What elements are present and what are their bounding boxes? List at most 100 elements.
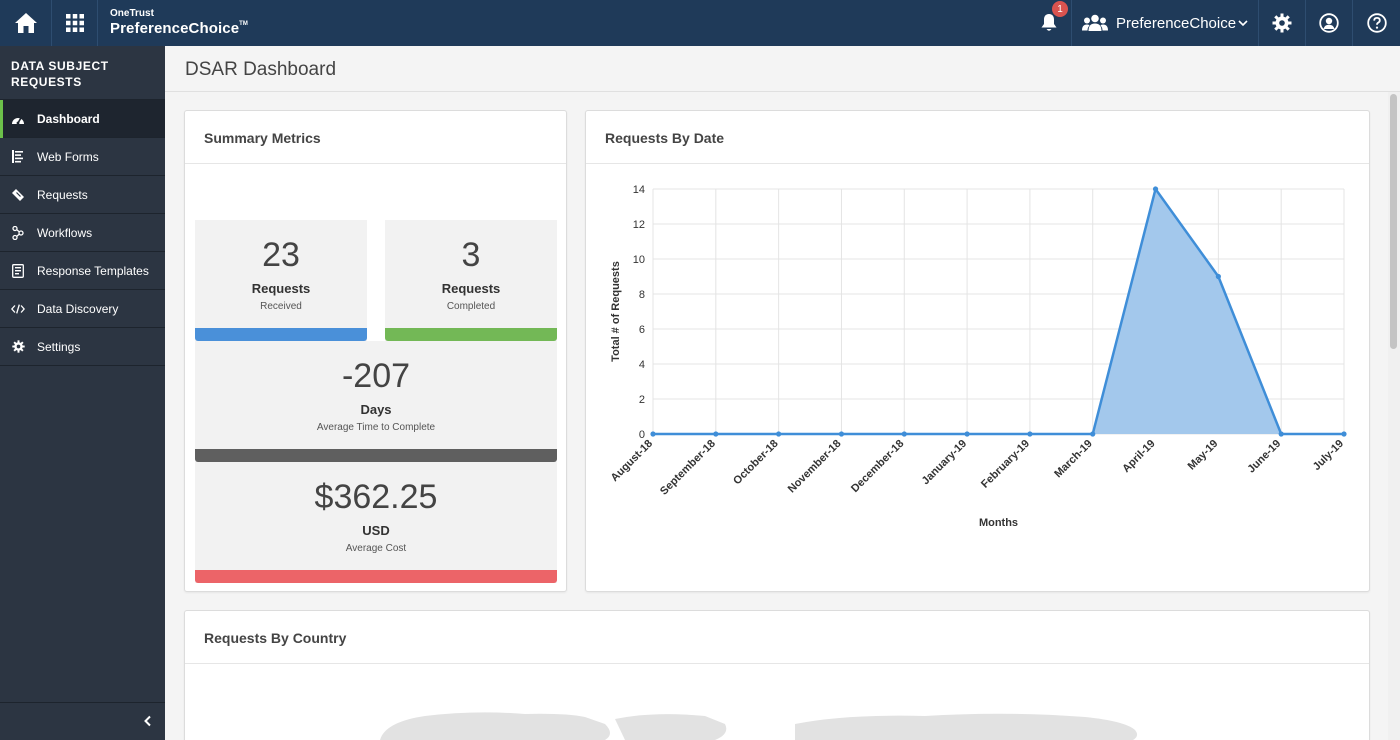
brand-logo[interactable]: OneTrust PreferenceChoiceTM (110, 8, 248, 37)
requests-by-date-card: Requests By Date 0 2 4 6 8 10 12 14 August-18 Sep… (585, 110, 1370, 592)
metric-label: Requests (251, 281, 311, 296)
x-tick-label: April-19 (1120, 438, 1157, 475)
data-point (838, 431, 845, 437)
map-landmass (795, 713, 1138, 740)
metric-requests-received: 23 Requests Received (195, 220, 367, 341)
sidebar-title: DATA SUBJECT REQUESTS (0, 46, 165, 100)
x-tick-label: June-19 (1245, 438, 1283, 476)
user-profile-button[interactable] (1306, 0, 1353, 46)
settings-button[interactable] (1259, 0, 1306, 46)
sidebar-item-label: Web Forms (37, 149, 99, 164)
x-axis-title: Months (979, 517, 1018, 529)
notifications-button[interactable]: 1 (1026, 0, 1072, 46)
apps-grid-icon (65, 14, 84, 32)
metric-sublabel: Completed (446, 301, 496, 312)
data-point (901, 431, 907, 437)
sidebar-item-web-forms[interactable]: Web Forms (0, 138, 165, 176)
metric-color-bar (195, 328, 367, 341)
help-icon (1366, 13, 1387, 33)
metric-value: -207 (341, 357, 411, 395)
web-forms-icon (11, 150, 25, 164)
data-point (1152, 186, 1159, 192)
y-tick-label: 6 (639, 324, 645, 336)
x-tick-label: October-18 (731, 438, 781, 488)
world-map (380, 712, 1138, 740)
help-button[interactable] (1353, 0, 1400, 46)
metric-sublabel: Received (260, 301, 302, 312)
sidebar-item-dashboard[interactable]: Dashboard (0, 100, 165, 138)
top-navigation-bar: OneTrust PreferenceChoiceTM 1 Preference… (0, 0, 1400, 46)
data-point (713, 431, 719, 437)
home-button[interactable] (0, 0, 52, 46)
sidebar-item-settings[interactable]: Settings (0, 328, 165, 366)
metric-value: 23 (262, 236, 300, 274)
data-point (1090, 431, 1096, 437)
notification-count-badge: 1 (1052, 1, 1068, 17)
sidebar-item-label: Settings (37, 339, 81, 354)
metric-sublabel: Average Cost (345, 543, 407, 554)
data-point (776, 431, 782, 437)
map-landmass (380, 712, 610, 740)
y-tick-label: 12 (633, 219, 645, 231)
metric-label: USD (362, 523, 390, 538)
brand-product: PreferenceChoiceTM (110, 21, 248, 36)
gear-icon (11, 340, 25, 354)
sidebar-item-requests[interactable]: Requests (0, 176, 165, 214)
page-header: DSAR Dashboard (165, 46, 1400, 92)
organization-selector[interactable]: PreferenceChoice (1073, 0, 1259, 46)
dashboard-icon (11, 112, 25, 126)
metric-value: $362.25 (314, 478, 438, 516)
brand-trademark: TM (239, 21, 249, 27)
metric-color-bar (385, 328, 557, 341)
metric-color-bar (195, 570, 557, 583)
brand-company: OneTrust (110, 8, 154, 19)
sidebar-item-label: Workflows (37, 225, 93, 240)
y-tick-label: 2 (639, 394, 645, 406)
apps-menu-button[interactable] (52, 0, 98, 46)
sidebar-item-data-discovery[interactable]: Data Discovery (0, 290, 165, 328)
x-tick-label: May-19 (1186, 438, 1221, 473)
page-title: DSAR Dashboard (185, 59, 337, 80)
y-tick-label: 0 (639, 429, 645, 441)
organization-name: PreferenceChoice (1116, 14, 1237, 32)
data-point (1341, 431, 1347, 437)
series-line (653, 186, 1344, 436)
brand-product-name: PreferenceChoice (110, 20, 240, 37)
metric-average-cost: $362.25 USD Average Cost (195, 462, 557, 583)
data-point (1278, 431, 1284, 437)
users-icon (1082, 14, 1108, 31)
workflow-icon (11, 225, 25, 240)
y-tick-label: 4 (639, 359, 645, 371)
scrollbar-thumb[interactable] (1390, 94, 1397, 349)
x-tick-label: December-18 (849, 438, 906, 495)
sidebar-collapse-button[interactable] (0, 702, 165, 740)
requests-by-date-title: Requests By Date (586, 111, 1369, 164)
map-landmass (615, 714, 727, 740)
metric-color-bar (195, 449, 557, 462)
sidebar-item-workflows[interactable]: Workflows (0, 214, 165, 252)
sidebar-item-label: Data Discovery (37, 301, 119, 316)
summary-metrics-title: Summary Metrics (185, 111, 566, 164)
x-tick-label: July-19 (1311, 438, 1346, 473)
bell-icon (1041, 14, 1056, 31)
sidebar-item-label: Requests (37, 187, 88, 202)
requests-by-country-title: Requests By Country (185, 611, 1369, 664)
x-tick-label: March-19 (1052, 438, 1095, 481)
x-tick-label: September-18 (658, 438, 718, 498)
user-circle-icon (1319, 13, 1339, 33)
vertical-scrollbar[interactable] (1388, 92, 1400, 740)
home-icon (14, 13, 37, 33)
metric-requests-completed: 3 Requests Completed (385, 220, 557, 341)
x-tick-label: November-18 (786, 438, 844, 496)
gear-icon (1272, 13, 1292, 33)
chevron-down-icon (1238, 20, 1248, 27)
metric-label: Days (360, 402, 392, 417)
sidebar-item-response-templates[interactable]: Response Templates (0, 252, 165, 290)
data-point (650, 431, 656, 437)
ticket-icon (11, 188, 25, 202)
metric-average-days: -207 Days Average Time to Complete (195, 341, 557, 462)
summary-metrics-card: Summary Metrics 23 Requests Received 3 R… (184, 110, 567, 592)
sidebar-item-label: Dashboard (37, 111, 100, 126)
x-tick-label: January-19 (920, 438, 970, 488)
y-axis-title: Total # of Requests (610, 261, 622, 362)
